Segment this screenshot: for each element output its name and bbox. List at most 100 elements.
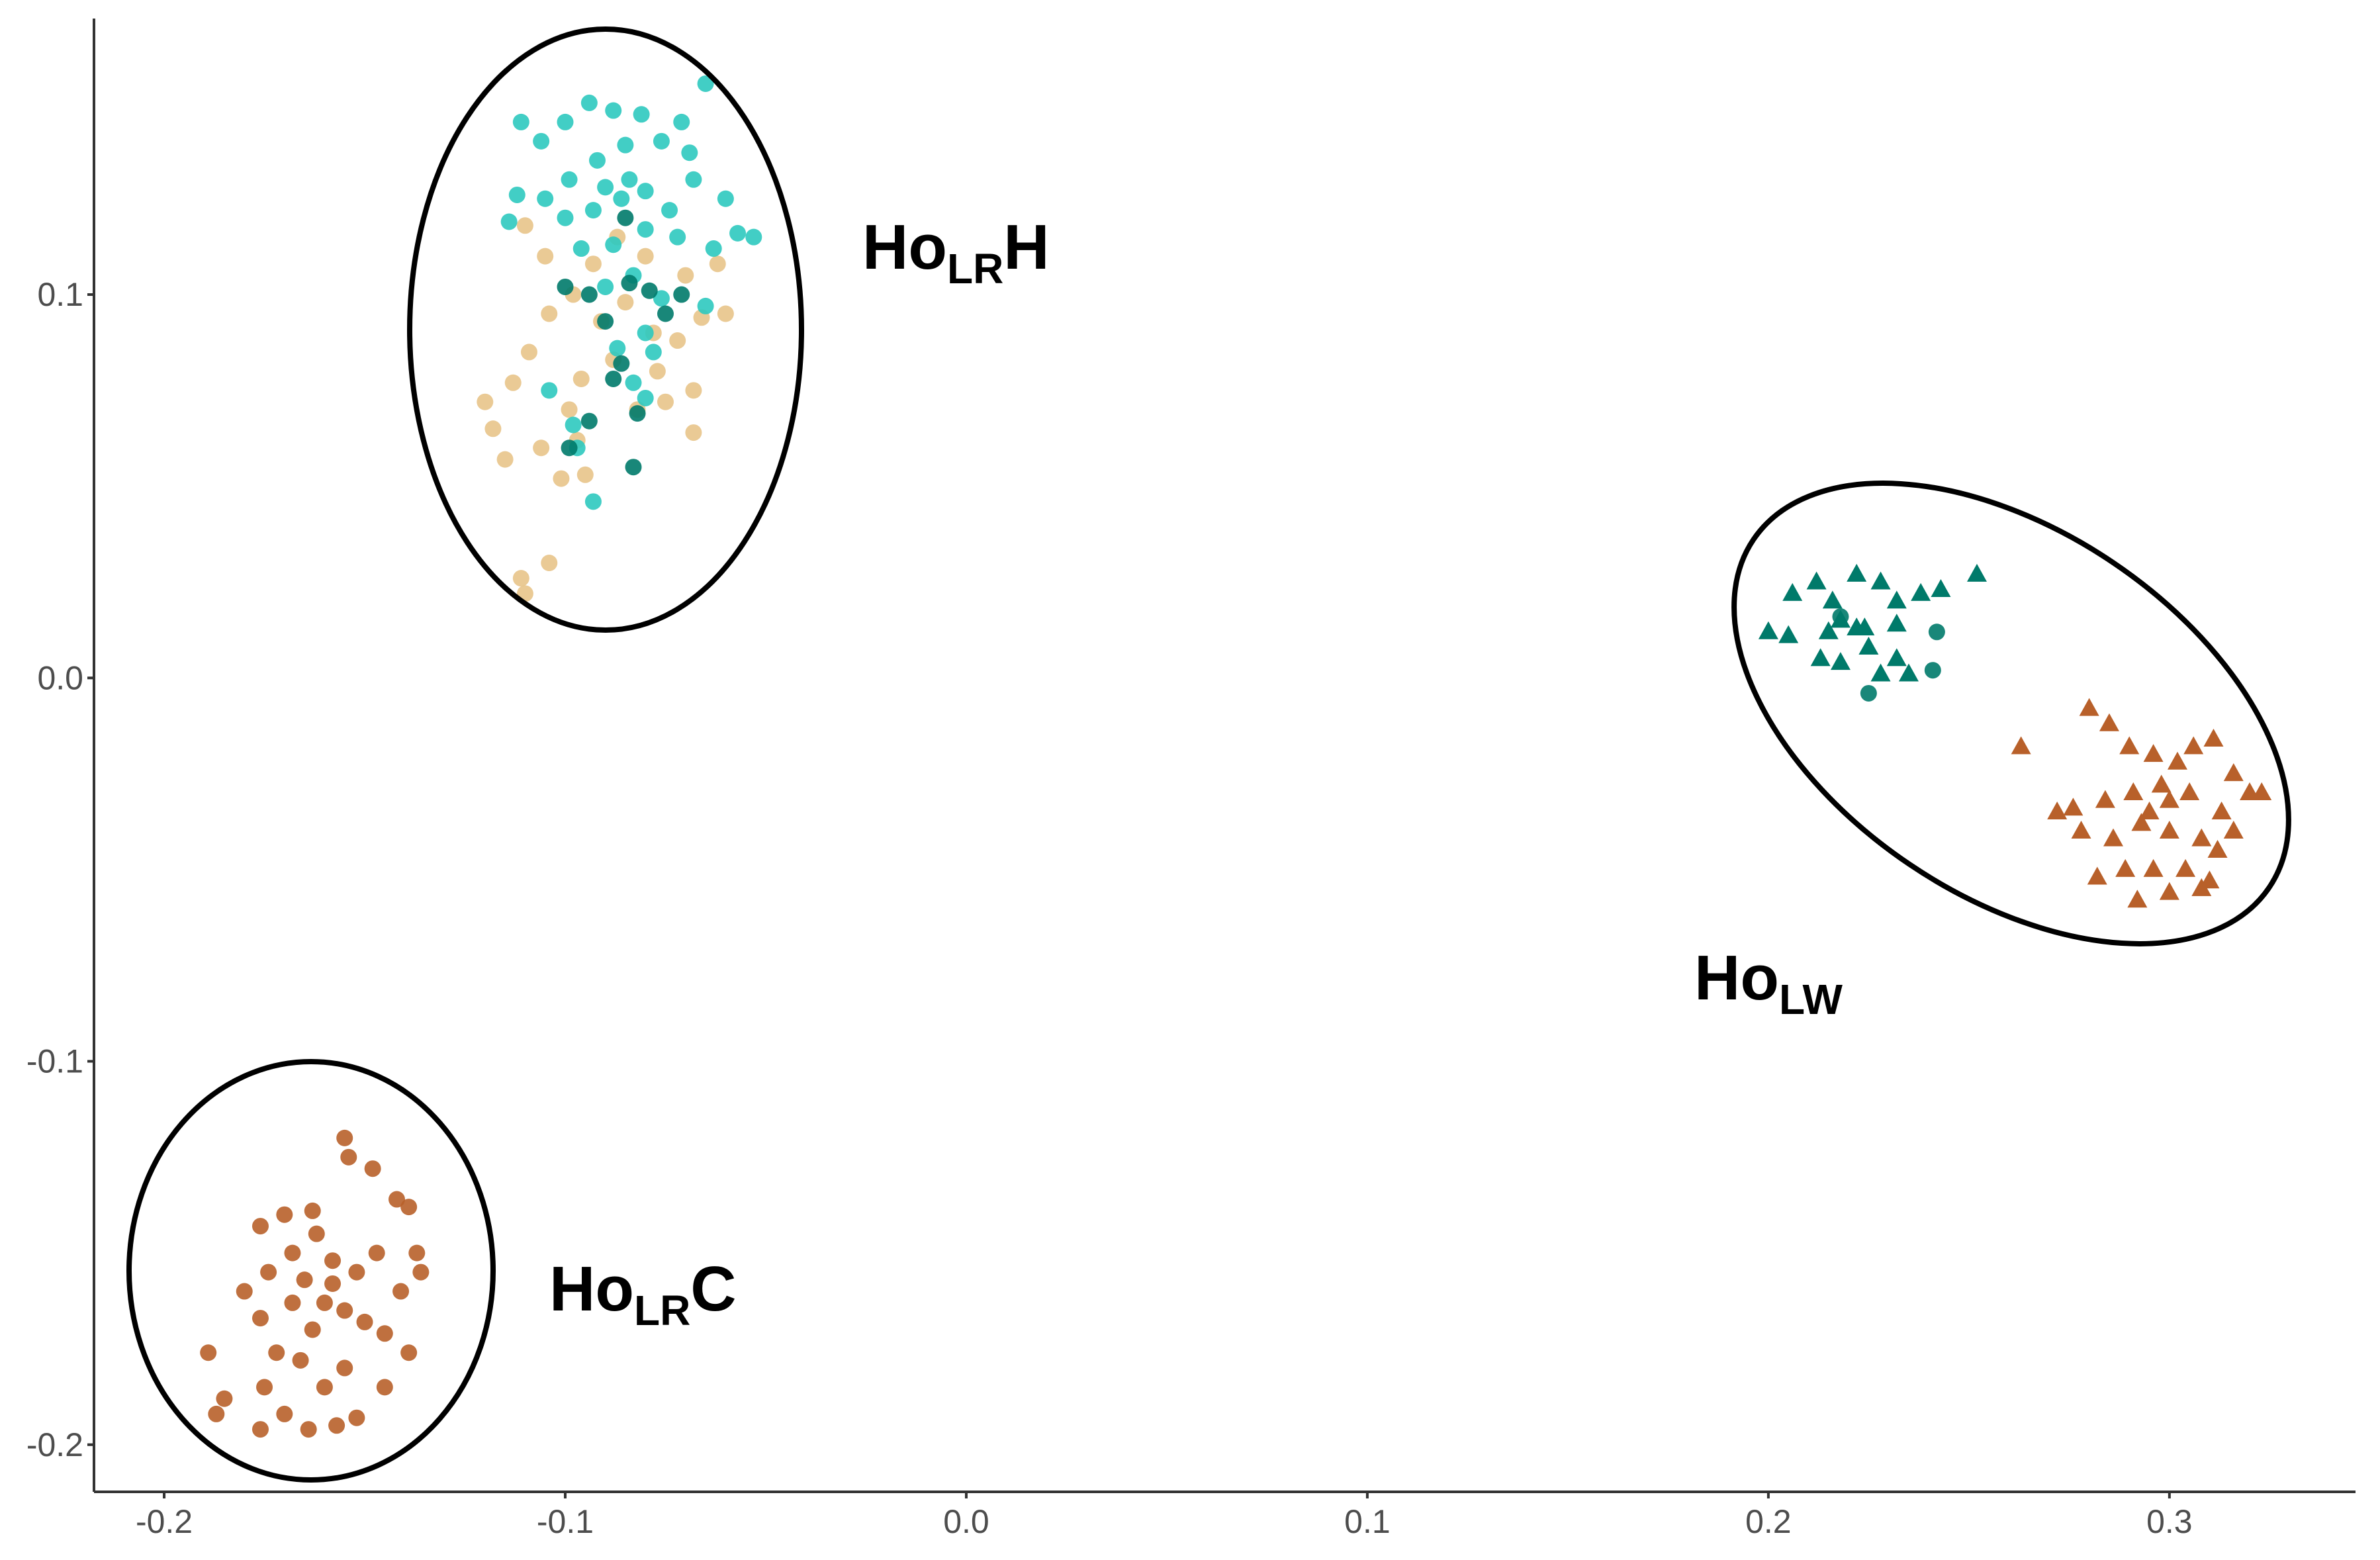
point [1854, 617, 1875, 635]
point [717, 305, 734, 322]
point [252, 1421, 269, 1438]
point [572, 370, 590, 387]
point [617, 209, 634, 226]
point [537, 190, 554, 207]
point [276, 1206, 293, 1223]
point [324, 1275, 342, 1292]
point [637, 389, 654, 406]
point [669, 228, 686, 246]
point [308, 1225, 325, 1242]
point [2252, 782, 2272, 801]
point [580, 286, 598, 303]
point [1911, 582, 1931, 601]
annotation-text: Ho [1694, 942, 1779, 1013]
point [392, 1283, 410, 1300]
point [512, 113, 529, 130]
point [633, 106, 650, 123]
annotation-text: Ho [549, 1254, 634, 1324]
point [553, 470, 570, 487]
x-tick-label: 0.1 [1344, 1503, 1391, 1540]
point [340, 1148, 357, 1166]
point [557, 209, 574, 226]
point [681, 144, 698, 161]
point [649, 363, 666, 380]
point [572, 240, 590, 257]
point [580, 94, 598, 111]
point [537, 248, 554, 265]
point [2139, 802, 2160, 820]
point [2203, 728, 2224, 747]
point [621, 171, 638, 188]
point [637, 248, 654, 265]
point [561, 439, 578, 457]
point [2123, 782, 2144, 801]
point [597, 278, 614, 295]
point [657, 305, 674, 322]
point [697, 75, 714, 92]
point [597, 313, 614, 330]
point [2159, 790, 2179, 808]
point [1928, 623, 1945, 641]
annotation: HoLRC [549, 1254, 737, 1334]
point [2167, 751, 2187, 770]
point [533, 132, 550, 150]
point [2199, 870, 2220, 889]
point [685, 171, 702, 188]
annotation-subscript: LR [947, 245, 1003, 293]
point [697, 297, 714, 314]
point [2211, 802, 2232, 820]
point [561, 401, 578, 418]
point [284, 1294, 301, 1311]
point [605, 102, 622, 119]
point [1778, 625, 1799, 643]
point [512, 570, 529, 587]
point [677, 267, 694, 284]
point [388, 1191, 405, 1208]
point [1898, 663, 1919, 682]
point [584, 202, 602, 219]
x-tick-label: -0.1 [537, 1503, 594, 1540]
point [2071, 820, 2091, 839]
point [609, 340, 626, 357]
point [2207, 839, 2228, 858]
point [2223, 820, 2244, 839]
point [348, 1263, 365, 1281]
point [336, 1302, 353, 1319]
point [1830, 652, 1851, 670]
point [1931, 579, 1951, 598]
point [661, 202, 678, 219]
point [376, 1325, 393, 1342]
point [292, 1352, 309, 1369]
point [2011, 736, 2031, 755]
point [200, 1344, 217, 1361]
point [1870, 571, 1891, 590]
point [1782, 582, 1803, 601]
point [368, 1244, 385, 1262]
x-tick-label: 0.3 [2146, 1503, 2193, 1540]
point [2115, 858, 2136, 877]
point [408, 1244, 426, 1262]
point [376, 1379, 393, 1396]
point [625, 374, 642, 391]
point [617, 136, 634, 154]
point [1758, 621, 1778, 639]
cluster-ellipse [407, 26, 804, 633]
point [729, 224, 747, 242]
point [605, 236, 622, 253]
axes: -0.2 -0.1 0.0 0.1 -0.2 -0.1 0.0 0.1 0.2 0.3 [26, 19, 2356, 1540]
point [541, 382, 558, 399]
x-tick-label: 0.0 [943, 1503, 989, 1540]
point [2143, 858, 2164, 877]
point [1830, 610, 1851, 628]
point [673, 286, 690, 303]
point [1966, 563, 1987, 582]
point [717, 190, 734, 207]
point [2103, 828, 2124, 847]
annotation-subscript: LW [1779, 976, 1843, 1023]
annotation-text: Ho [862, 212, 947, 283]
point [520, 344, 537, 361]
point [2159, 820, 2179, 839]
point [1847, 563, 1867, 582]
point [316, 1379, 333, 1396]
